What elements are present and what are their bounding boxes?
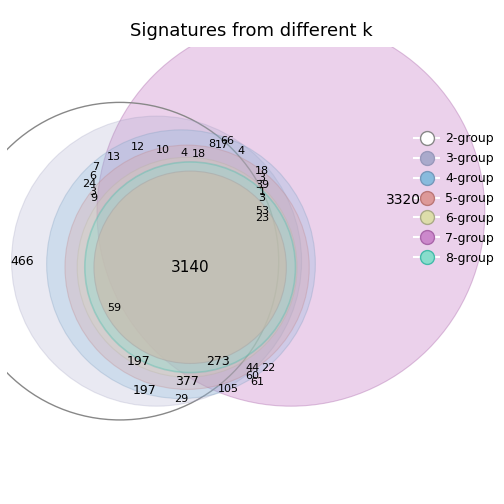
Text: 12: 12 [131,142,145,152]
Text: 10: 10 [156,145,170,155]
Text: 3320: 3320 [387,193,421,207]
Text: 13: 13 [107,152,121,162]
Circle shape [85,162,295,372]
Text: 22: 22 [261,363,275,373]
Text: 466: 466 [11,255,34,268]
Text: 23: 23 [255,213,269,223]
Text: 7: 7 [92,161,99,171]
Title: Signatures from different k: Signatures from different k [130,22,372,40]
Text: 3140: 3140 [171,260,210,275]
Text: 1: 1 [259,186,266,197]
Circle shape [47,130,316,399]
Circle shape [94,171,286,363]
Text: 3: 3 [259,173,266,183]
Circle shape [65,145,309,390]
Circle shape [12,116,301,406]
Text: 3: 3 [89,186,96,197]
Text: 4: 4 [237,146,244,156]
Circle shape [77,157,297,377]
Legend: 2-group, 3-group, 4-group, 5-group, 6-group, 7-group, 8-group: 2-group, 3-group, 4-group, 5-group, 6-gr… [409,128,499,270]
Text: 53: 53 [255,206,269,216]
Text: 18: 18 [192,149,206,159]
Text: 24: 24 [82,179,96,189]
Text: 8: 8 [208,139,215,149]
Text: 6: 6 [89,171,96,180]
Text: 4: 4 [180,148,187,158]
Text: 197: 197 [133,385,156,398]
Text: 39: 39 [255,180,269,191]
Text: 105: 105 [218,385,239,395]
Text: 3: 3 [259,193,266,203]
Text: 61: 61 [250,377,264,387]
Circle shape [97,19,485,406]
Text: 273: 273 [206,355,229,368]
Text: 44: 44 [245,363,260,373]
Text: 59: 59 [107,303,121,313]
Text: 377: 377 [175,375,199,388]
Text: 197: 197 [127,355,150,368]
Text: 29: 29 [174,394,188,404]
Text: 66: 66 [220,136,234,146]
Text: 60: 60 [246,370,260,381]
Text: 9: 9 [90,193,98,203]
Text: 18: 18 [255,166,269,176]
Text: 17: 17 [215,140,229,150]
